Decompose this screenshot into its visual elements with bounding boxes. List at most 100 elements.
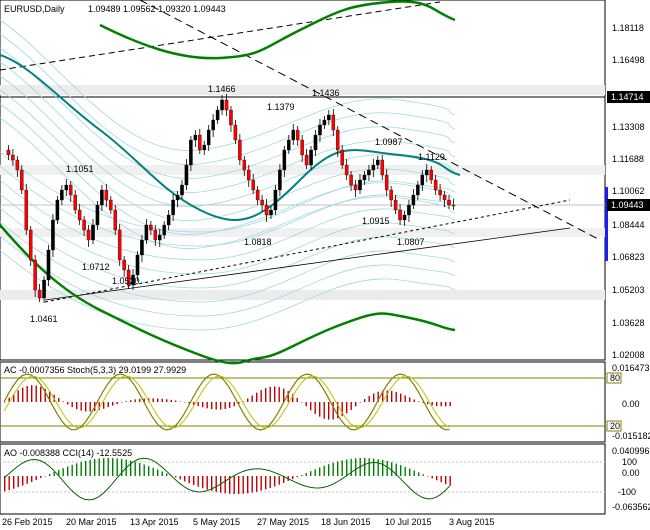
- ac-bar: [247, 398, 249, 402]
- ao-bar: [175, 476, 177, 478]
- candle-body: [442, 194, 447, 201]
- candle-body: [131, 274, 135, 286]
- candle-body: [402, 214, 407, 221]
- candle-body: [220, 99, 224, 111]
- candle-body: [309, 149, 313, 166]
- ao-bar: [314, 469, 316, 476]
- trend-line-upper-left[interactable]: [0, 1, 441, 71]
- ao-bar: [283, 476, 285, 483]
- ao-bar: [22, 476, 24, 486]
- ac-bar: [301, 402, 303, 403]
- time-axis[interactable]: 26 Feb 2015 20 Mar 2015 13 Apr 2015 5 Ma…: [2, 517, 495, 527]
- ac-bar: [233, 402, 235, 407]
- candle-body: [144, 224, 149, 241]
- ac-bar: [134, 399, 136, 402]
- price-tick: 1.05203: [612, 285, 645, 295]
- price-tick: 1.02008: [612, 350, 645, 360]
- cci-line: [3, 457, 450, 501]
- candle-body: [24, 189, 28, 231]
- candle-body: [69, 184, 73, 196]
- envelope-curve: [0, 61, 456, 194]
- ac-bar: [260, 390, 262, 402]
- candle-body: [233, 124, 238, 141]
- time-tick: 10 Jul 2015: [385, 517, 432, 527]
- ao-cci-pane[interactable]: [0, 443, 606, 515]
- ac-bar: [409, 397, 411, 402]
- candle-body: [73, 194, 77, 211]
- candle-body: [313, 134, 318, 151]
- envelope-curve: [0, 89, 456, 222]
- ao-bar: [242, 476, 244, 494]
- time-tick: 18 Jun 2015: [321, 517, 371, 527]
- candle-body: [28, 229, 33, 261]
- candle-body: [429, 169, 433, 181]
- ao-bar: [8, 476, 10, 490]
- ao-bar: [364, 458, 366, 476]
- candle-body: [157, 234, 162, 241]
- ac-bar: [314, 402, 316, 414]
- ao-bar: [350, 458, 352, 476]
- stoch-signal-line: [3, 375, 450, 429]
- ac-bar: [62, 401, 64, 402]
- envelope-curve: [0, 117, 456, 250]
- ac-bar: [449, 402, 451, 407]
- candle-body: [180, 184, 184, 196]
- ao-bar: [161, 471, 163, 476]
- zone-band: [0, 85, 605, 95]
- line-price-tag: [607, 91, 650, 103]
- ao-bar: [44, 476, 46, 477]
- candle-body: [433, 179, 438, 191]
- ac-bar: [436, 402, 438, 407]
- ac-bar: [305, 402, 307, 407]
- ao-bar: [166, 473, 168, 476]
- candle-body: [117, 229, 122, 261]
- candle-body: [33, 259, 37, 291]
- ao-bar: [71, 464, 73, 476]
- time-tick: 3 Aug 2015: [449, 517, 495, 527]
- trend-line-ascending[interactable]: [44, 227, 571, 301]
- price-tick: 1.10062: [612, 186, 645, 196]
- ac-bar: [395, 392, 397, 402]
- ac-bar: [139, 398, 141, 402]
- candle-body: [246, 169, 251, 181]
- candle-body: [424, 169, 429, 176]
- candle-body: [344, 164, 349, 176]
- trough-label: 1.0818: [244, 237, 272, 247]
- trough-label: 1.0915: [362, 216, 390, 226]
- candle-body: [109, 199, 113, 211]
- zone-band: [0, 290, 605, 300]
- candle-body: [327, 114, 331, 121]
- candle-body: [64, 184, 69, 191]
- candle-body: [51, 219, 55, 251]
- ao-bar: [251, 476, 253, 493]
- candle-body: [260, 199, 264, 206]
- ac-bar: [337, 402, 339, 419]
- price-axis[interactable]: 1.18118 1.16498 1.13308 1.11688 1.10062 …: [612, 23, 645, 360]
- ac-bar: [292, 394, 294, 402]
- ac-bar: [346, 402, 348, 414]
- ao-bar: [337, 461, 339, 476]
- trend-line-descending[interactable]: [139, 0, 601, 241]
- ao-bar: [76, 463, 78, 476]
- ao-bar: [260, 476, 262, 491]
- ac-bar: [71, 402, 73, 408]
- ac-bar: [157, 398, 159, 402]
- candle-body: [362, 174, 367, 181]
- candle-body: [104, 189, 109, 201]
- candlestick-series[interactable]: [6, 94, 456, 303]
- ao-bar: [35, 476, 37, 480]
- ac-bar: [440, 402, 442, 407]
- ac-bar: [170, 399, 172, 402]
- candle-body: [322, 119, 327, 126]
- ao-bar: [404, 466, 406, 476]
- ao-bar: [431, 476, 433, 479]
- ao-bar: [103, 458, 105, 476]
- ac-bar: [220, 402, 222, 410]
- current-price-label: 1.09443: [611, 200, 644, 210]
- candle-body: [331, 114, 336, 131]
- candle-body: [229, 109, 233, 126]
- ao-bar: [26, 476, 28, 484]
- candle-body: [166, 214, 171, 226]
- trend-line-ascending-dotted[interactable]: [44, 199, 571, 303]
